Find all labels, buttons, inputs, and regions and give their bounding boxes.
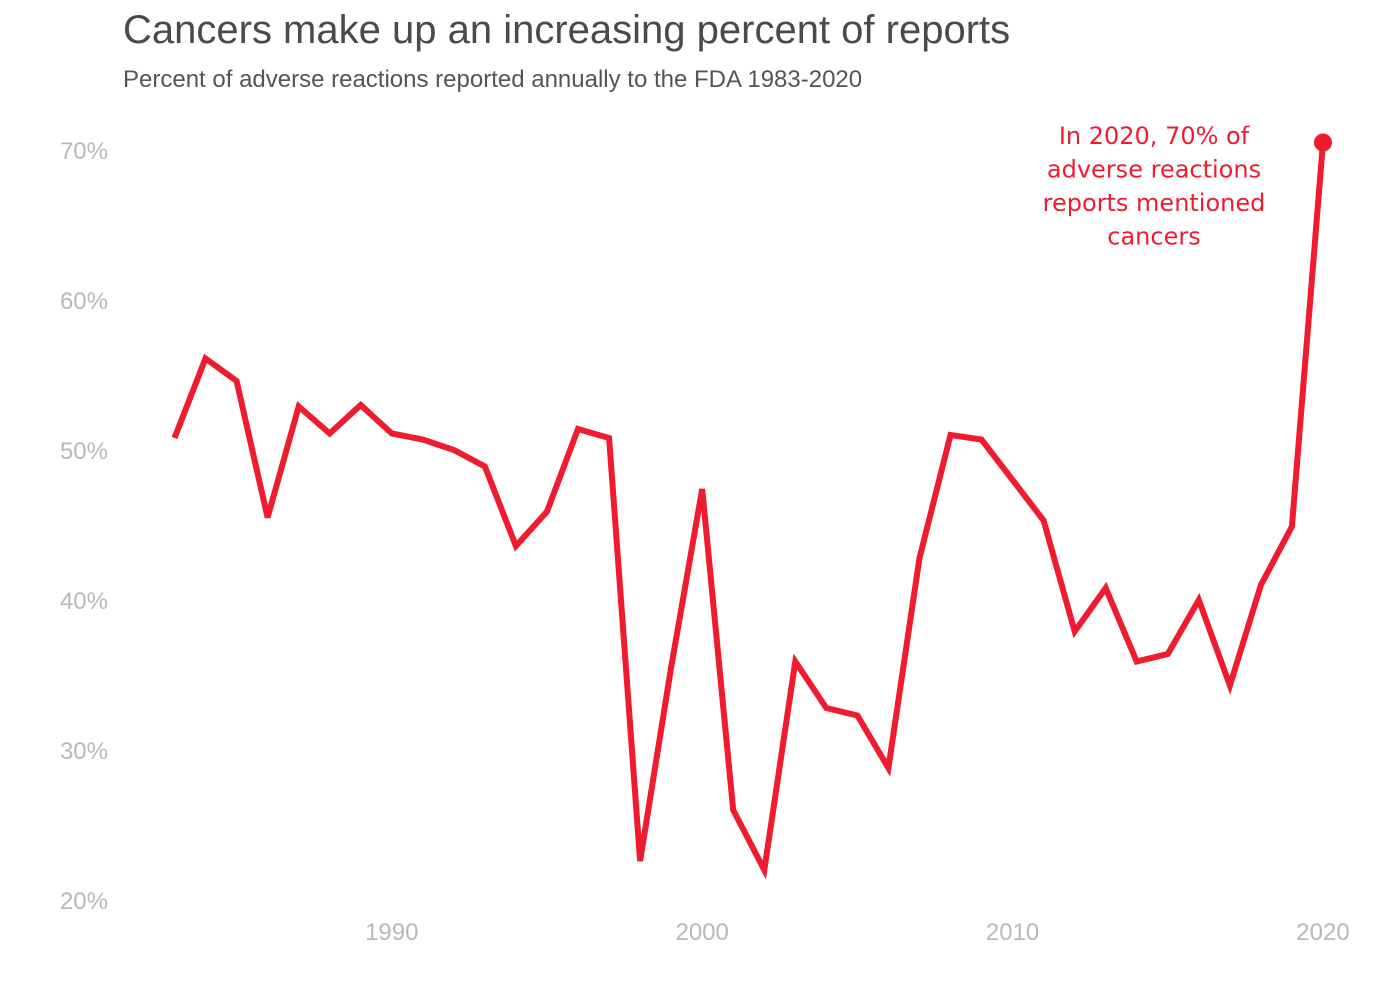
x-tick-label: 1990 <box>365 919 418 946</box>
plot-area <box>171 133 1332 880</box>
y-tick-label: 40% <box>60 588 108 615</box>
y-axis: 20% 30% 40% 50% 60% 70% <box>60 138 108 915</box>
series-line <box>171 142 1326 880</box>
chart-title: Cancers make up an increasing percent of… <box>123 8 1011 52</box>
x-tick-label: 2010 <box>986 919 1039 946</box>
x-axis: 1990 2000 2010 2020 <box>365 919 1350 946</box>
y-tick-label: 30% <box>60 738 108 765</box>
chart-subtitle: Percent of adverse reactions reported an… <box>123 66 863 93</box>
y-tick-label: 20% <box>60 888 108 915</box>
y-tick-label: 60% <box>60 288 108 315</box>
annotation: In 2020, 70% of adverse reactions reports … <box>1043 122 1266 251</box>
highlight-point <box>1313 133 1332 152</box>
annotation-text: In 2020, 70% of adverse reactions reports … <box>1043 122 1266 251</box>
y-tick-label: 70% <box>60 138 108 165</box>
y-tick-label: 50% <box>60 438 108 465</box>
x-tick-label: 2020 <box>1296 919 1349 946</box>
x-tick-label: 2000 <box>675 919 728 946</box>
